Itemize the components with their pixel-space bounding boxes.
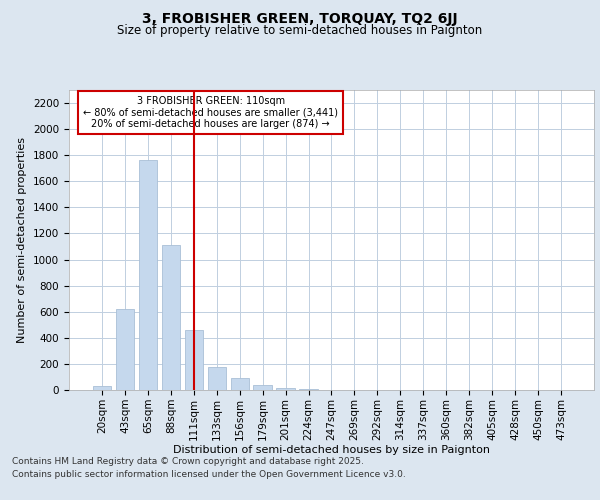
Y-axis label: Number of semi-detached properties: Number of semi-detached properties [17, 137, 28, 343]
Bar [208, 367, 226, 390]
Bar [162, 245, 180, 390]
Text: Contains public sector information licensed under the Open Government Licence v3: Contains public sector information licen… [12, 470, 406, 479]
Bar [253, 385, 272, 390]
Bar [185, 330, 203, 390]
Bar [299, 388, 318, 390]
Bar [139, 160, 157, 390]
Text: Contains HM Land Registry data © Crown copyright and database right 2025.: Contains HM Land Registry data © Crown c… [12, 458, 364, 466]
Bar [116, 309, 134, 390]
X-axis label: Distribution of semi-detached houses by size in Paignton: Distribution of semi-detached houses by … [173, 446, 490, 456]
Bar [277, 388, 295, 390]
Bar [230, 378, 249, 390]
Bar [93, 386, 111, 390]
Text: 3, FROBISHER GREEN, TORQUAY, TQ2 6JJ: 3, FROBISHER GREEN, TORQUAY, TQ2 6JJ [142, 12, 458, 26]
Text: Size of property relative to semi-detached houses in Paignton: Size of property relative to semi-detach… [118, 24, 482, 37]
Text: 3 FROBISHER GREEN: 110sqm
← 80% of semi-detached houses are smaller (3,441)
20% : 3 FROBISHER GREEN: 110sqm ← 80% of semi-… [83, 96, 338, 129]
